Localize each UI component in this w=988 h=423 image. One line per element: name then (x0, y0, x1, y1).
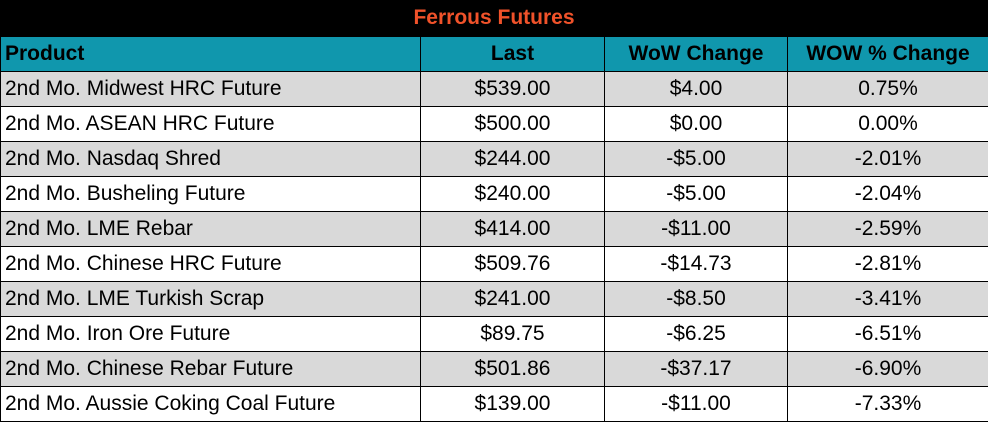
column-header-last: Last (420, 36, 605, 72)
table-row: 2nd Mo. Nasdaq Shred $244.00 -$5.00 -2.01% (0, 141, 988, 177)
last-cell: $240.00 (420, 176, 605, 212)
product-cell: 2nd Mo. Chinese HRC Future (0, 246, 421, 282)
product-cell: 2nd Mo. LME Turkish Scrap (0, 281, 421, 317)
last-cell: $500.00 (420, 106, 605, 142)
header-row: Product Last WoW Change WOW % Change (0, 36, 988, 72)
table-row: 2nd Mo. ASEAN HRC Future $500.00 $0.00 0.00… (0, 106, 988, 142)
column-header-wow-pct-change: WOW % Change (787, 36, 988, 72)
last-cell: $414.00 (420, 211, 605, 247)
wow-pct-change-cell: -6.90% (787, 351, 988, 387)
wow-pct-change-cell: 0.75% (787, 71, 988, 107)
last-cell: $241.00 (420, 281, 605, 317)
column-header-wow-change: WoW Change (604, 36, 788, 72)
wow-pct-change-cell: -2.59% (787, 211, 988, 247)
product-cell: 2nd Mo. Nasdaq Shred (0, 141, 421, 177)
table-row: 2nd Mo. Busheling Future $240.00 -$5.00 -2.… (0, 176, 988, 212)
wow-change-cell: $4.00 (604, 71, 788, 107)
product-cell: 2nd Mo. Chinese Rebar Future (0, 351, 421, 387)
table-row: 2nd Mo. Chinese HRC Future $509.76 -$14.73… (0, 246, 988, 282)
wow-pct-change-cell: -7.33% (787, 386, 988, 422)
wow-change-cell: -$37.17 (604, 351, 788, 387)
wow-change-cell: -$14.73 (604, 246, 788, 282)
last-cell: $89.75 (420, 316, 605, 352)
table-row: 2nd Mo. Iron Ore Future $89.75 -$6.25 -6.51… (0, 316, 988, 352)
wow-change-cell: -$6.25 (604, 316, 788, 352)
wow-pct-change-cell: -2.04% (787, 176, 988, 212)
wow-change-cell: $0.00 (604, 106, 788, 142)
table-row: 2nd Mo. LME Turkish Scrap $241.00 -$8.50 -3… (0, 281, 988, 317)
product-cell: 2nd Mo. Iron Ore Future (0, 316, 421, 352)
table-row: 2nd Mo. Aussie Coking Coal Future $139.00… (0, 386, 988, 422)
product-cell: 2nd Mo. Aussie Coking Coal Future (0, 386, 421, 422)
last-cell: $139.00 (420, 386, 605, 422)
wow-pct-change-cell: 0.00% (787, 106, 988, 142)
product-cell: 2nd Mo. Midwest HRC Future (0, 71, 421, 107)
last-cell: $244.00 (420, 141, 605, 177)
table-body: 2nd Mo. Midwest HRC Future $539.00 $4.00 0.… (0, 71, 988, 422)
wow-pct-change-cell: -3.41% (787, 281, 988, 317)
column-header-product: Product (0, 36, 421, 72)
table-row: 2nd Mo. Chinese Rebar Future $501.86 -$37.… (0, 351, 988, 387)
last-cell: $509.76 (420, 246, 605, 282)
table-row: 2nd Mo. LME Rebar $414.00 -$11.00 -2.59% (0, 211, 988, 247)
wow-change-cell: -$11.00 (604, 386, 788, 422)
last-cell: $539.00 (420, 71, 605, 107)
wow-change-cell: -$5.00 (604, 176, 788, 212)
product-cell: 2nd Mo. Busheling Future (0, 176, 421, 212)
wow-change-cell: -$11.00 (604, 211, 788, 247)
table-row: 2nd Mo. Midwest HRC Future $539.00 $4.00 0.… (0, 71, 988, 107)
wow-pct-change-cell: -6.51% (787, 316, 988, 352)
wow-change-cell: -$8.50 (604, 281, 788, 317)
product-cell: 2nd Mo. LME Rebar (0, 211, 421, 247)
last-cell: $501.86 (420, 351, 605, 387)
product-cell: 2nd Mo. ASEAN HRC Future (0, 106, 421, 142)
table-title: Ferrous Futures (0, 0, 988, 36)
wow-pct-change-cell: -2.01% (787, 141, 988, 177)
futures-table: Product Last WoW Change WOW % Change 2nd… (0, 36, 988, 422)
wow-pct-change-cell: -2.81% (787, 246, 988, 282)
wow-change-cell: -$5.00 (604, 141, 788, 177)
